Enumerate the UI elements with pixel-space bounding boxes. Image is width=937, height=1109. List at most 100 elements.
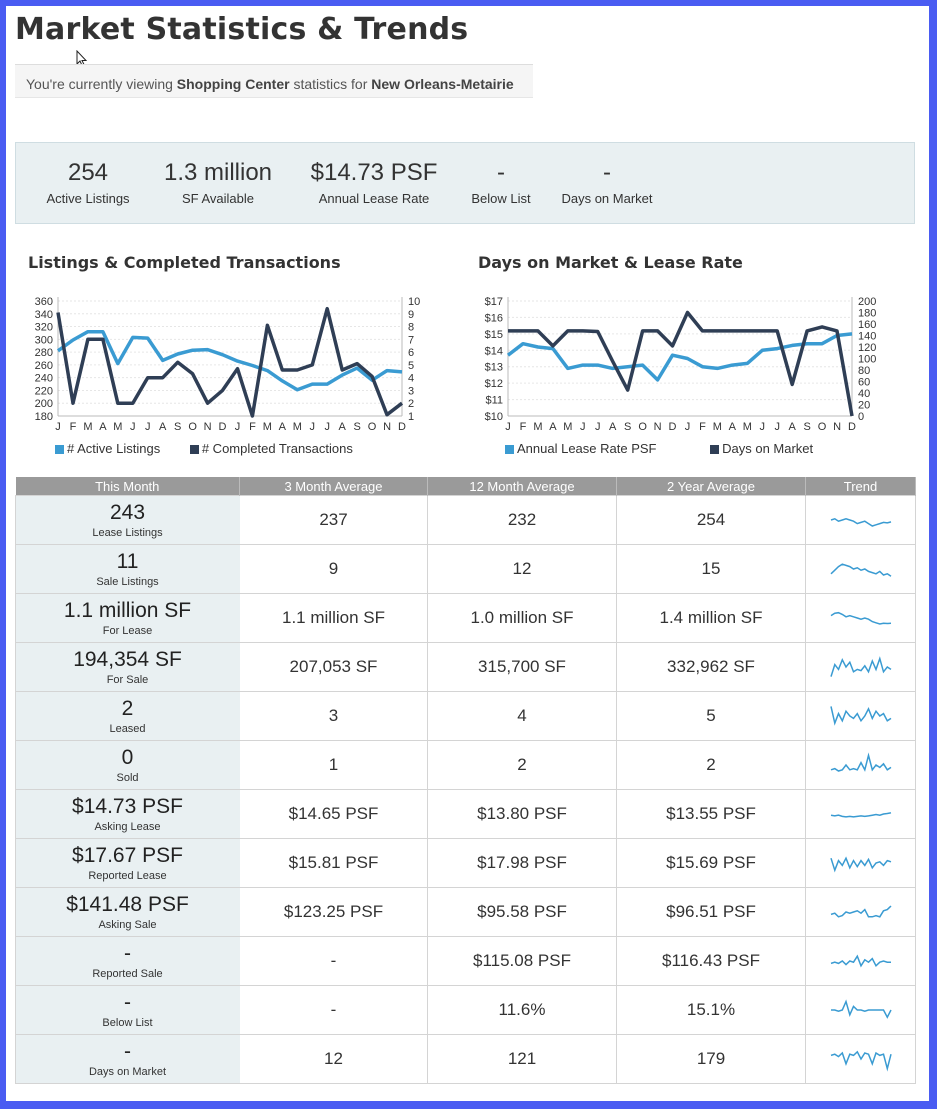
x-axis-tick: A: [159, 421, 167, 433]
this-month-value: -: [124, 942, 131, 965]
series-line-1: [56, 329, 403, 392]
table-row: 2 Leased 3 4 5: [15, 691, 916, 741]
table-header-row: This Month 3 Month Average 12 Month Aver…: [15, 477, 916, 496]
col-header-this-month: This Month: [15, 477, 240, 496]
stat-value: -: [603, 159, 611, 186]
sparkline-path: [830, 999, 892, 1019]
x-axis-tick: M: [293, 421, 302, 433]
series-line-2: [56, 306, 404, 418]
x-axis-tick: J: [685, 421, 691, 433]
left-axis-tick: $12: [485, 378, 503, 390]
trend-sparkline: [829, 856, 891, 873]
left-axis-tick: $14: [485, 345, 503, 357]
x-axis-tick: A: [789, 421, 797, 433]
market-name[interactable]: New Orleans-Metairie: [371, 76, 514, 92]
trend-cell: [805, 544, 916, 594]
three-month-average: -: [239, 936, 428, 986]
metric-label: For Sale: [106, 674, 149, 686]
metric-label: Sale Listings: [96, 576, 159, 588]
x-axis-tick: A: [279, 421, 287, 433]
left-axis-tick: 200: [35, 398, 53, 410]
x-axis-tick: J: [580, 421, 586, 433]
trend-sparkline: [829, 656, 891, 677]
this-month-cell: - Reported Sale: [15, 936, 240, 986]
x-axis-tick: F: [70, 421, 77, 433]
x-axis-tick: S: [353, 421, 360, 433]
col-header-2-year: 2 Year Average: [616, 477, 806, 496]
twelve-month-average: 4: [427, 691, 617, 741]
two-year-average: 332,962 SF: [616, 642, 806, 692]
x-axis-tick: O: [638, 421, 647, 433]
legend-swatch-active-listings: [55, 445, 64, 454]
table-row: 194,354 SF For Sale 207,053 SF 315,700 SF 33…: [15, 642, 916, 692]
twelve-month-average: 121: [427, 1034, 617, 1084]
trend-cell: [805, 789, 916, 839]
metric-label: Days on Market: [88, 1066, 167, 1078]
three-month-average: 237: [239, 495, 428, 545]
this-month-value: $141.48 PSF: [66, 893, 189, 916]
x-axis-tick: J: [145, 421, 151, 433]
left-axis-tick: 300: [35, 334, 53, 346]
right-axis-tick: 180: [858, 308, 876, 320]
x-axis-tick: J: [235, 421, 241, 433]
trend-cell: [805, 691, 916, 741]
sparkline-path: [830, 611, 891, 625]
col-header-3-month: 3 Month Average: [239, 477, 428, 496]
x-axis-tick: J: [130, 421, 136, 433]
x-axis-tick: N: [383, 421, 391, 433]
stat-label: Active Listings: [46, 191, 130, 206]
x-axis-tick: M: [113, 421, 122, 433]
this-month-cell: 2 Leased: [15, 691, 240, 741]
sparkline-path: [830, 954, 891, 968]
x-axis-tick: J: [760, 421, 766, 433]
x-axis-tick: D: [848, 421, 856, 433]
summary-stats: 254 Active Listings 1.3 million SF Avail…: [15, 142, 915, 224]
x-axis-tick: S: [174, 421, 181, 433]
this-month-cell: $14.73 PSF Asking Lease: [15, 789, 240, 839]
sparkline-path: [830, 812, 891, 818]
this-month-value: $14.73 PSF: [72, 795, 183, 818]
x-axis-tick: A: [339, 421, 347, 433]
col-header-trend: Trend: [805, 477, 916, 496]
trend-cell: [805, 740, 916, 790]
sparkline-path: [830, 517, 891, 527]
legend-swatch-lease-rate: [505, 445, 514, 454]
right-axis-tick: 80: [858, 365, 870, 377]
stat-label: Annual Lease Rate: [318, 191, 430, 206]
three-month-average: 1: [239, 740, 428, 790]
legend-label: # Completed Transactions: [201, 441, 353, 456]
x-axis-tick: D: [398, 421, 406, 433]
twelve-month-average: 12: [427, 544, 617, 594]
left-axis-tick: $10: [485, 411, 503, 423]
right-axis-tick: 1: [408, 411, 414, 423]
market-stats-table: This Month 3 Month Average 12 Month Aver…: [15, 477, 916, 1084]
metric-label: Reported Lease: [88, 870, 167, 882]
table-row: 1.1 million SF For Lease 1.1 million SF 1.0…: [15, 593, 916, 643]
metric-label: Below List: [102, 1017, 153, 1029]
left-axis-tick: 320: [35, 322, 53, 334]
x-axis-tick: M: [713, 421, 722, 433]
trend-cell: [805, 593, 916, 643]
right-axis-tick: 200: [858, 296, 876, 308]
chart-title-days-lease: Days on Market & Lease Rate: [478, 253, 743, 272]
this-month-cell: $141.48 PSF Asking Sale: [15, 887, 240, 937]
twelve-month-average: $115.08 PSF: [427, 936, 617, 986]
two-year-average: 15: [616, 544, 806, 594]
left-axis-tick: 360: [35, 296, 53, 308]
right-axis-tick: 6: [408, 347, 414, 359]
right-axis-tick: 5: [408, 360, 414, 372]
this-month-value: 1.1 million SF: [63, 599, 192, 622]
this-month-value: $17.67 PSF: [72, 844, 183, 867]
two-year-average: 254: [616, 495, 806, 545]
right-axis-tick: 120: [858, 342, 876, 354]
viewing-prefix: You're currently viewing: [26, 76, 177, 92]
two-year-average: 2: [616, 740, 806, 790]
trend-sparkline: [830, 517, 891, 527]
property-type[interactable]: Shopping Center: [176, 76, 290, 92]
x-axis-tick: J: [324, 421, 330, 433]
right-axis-tick: 10: [408, 296, 420, 308]
trend-sparkline: [830, 812, 891, 818]
table-body: 243 Lease Listings 237 232 254 11 Sale Listing…: [15, 495, 916, 1084]
this-month-cell: 243 Lease Listings: [15, 495, 240, 545]
